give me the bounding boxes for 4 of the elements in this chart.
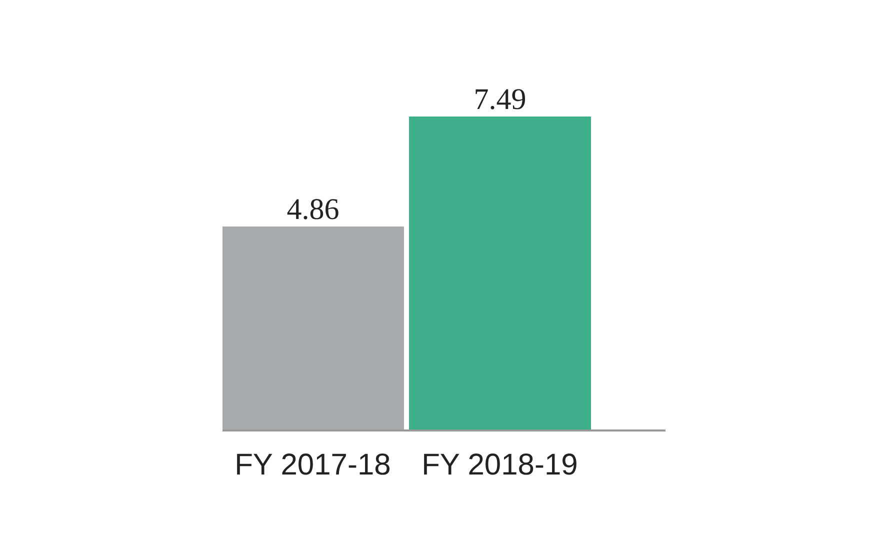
data-label: 7.49 xyxy=(474,82,526,116)
x-tick-label: FY 2017-18 xyxy=(234,448,391,482)
x-tick-label: FY 2018-19 xyxy=(422,448,578,482)
data-label: 4.86 xyxy=(286,193,340,226)
